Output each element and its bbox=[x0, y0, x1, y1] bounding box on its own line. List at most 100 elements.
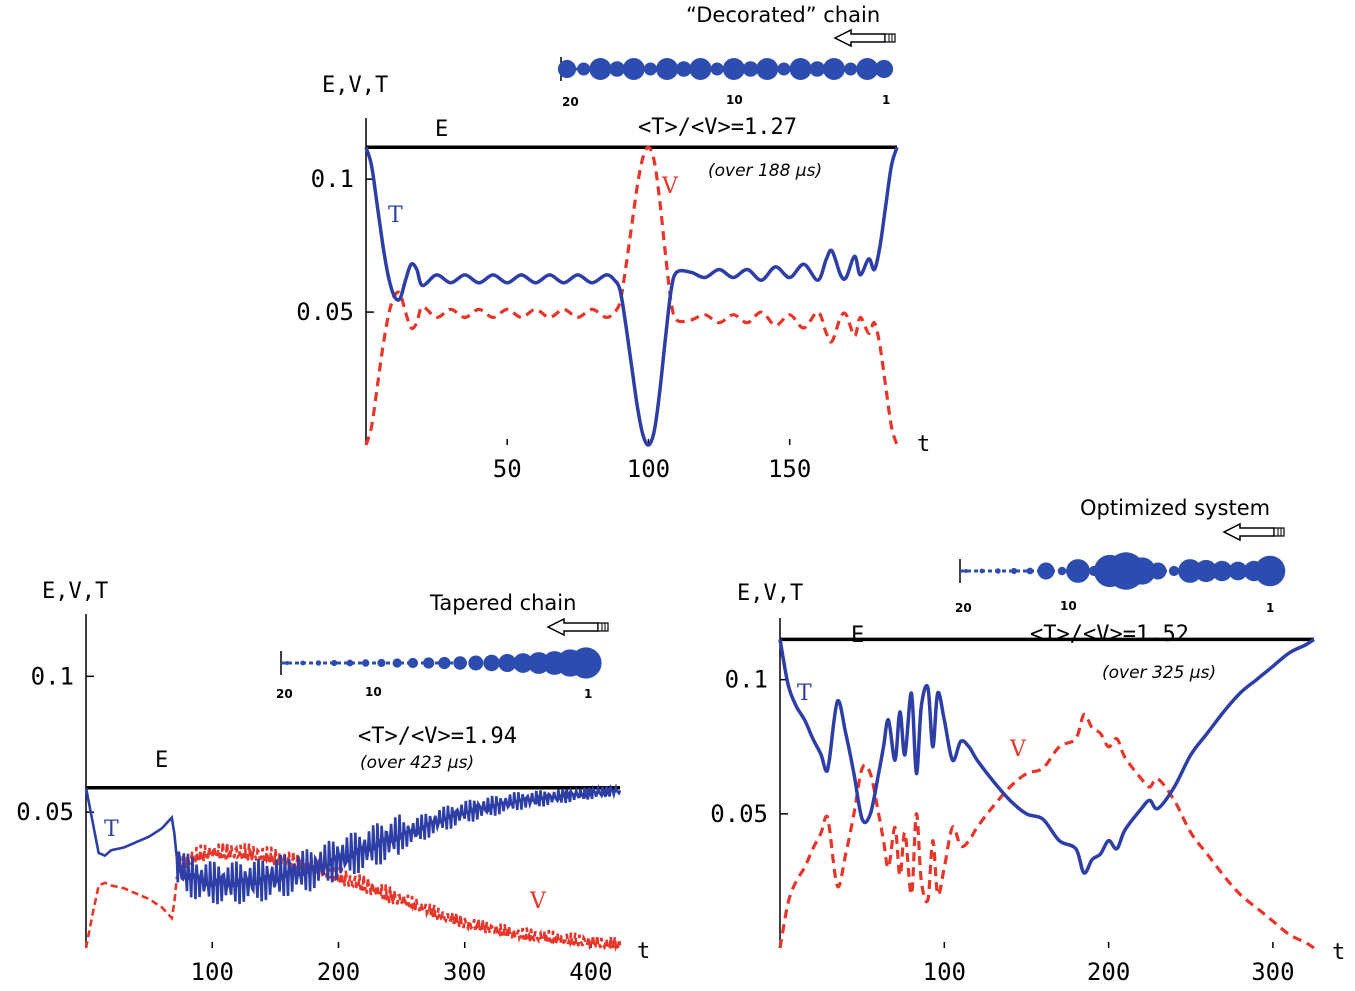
chain-bead bbox=[656, 58, 679, 80]
x-ticks: 100 200 300 bbox=[923, 942, 1295, 986]
chain-bead bbox=[407, 657, 418, 669]
x-tick-label: 200 bbox=[317, 958, 360, 986]
t-series-label: T bbox=[104, 817, 119, 842]
chain-bead bbox=[498, 654, 517, 672]
chain-bead bbox=[844, 62, 858, 76]
chain-bead bbox=[1194, 559, 1218, 583]
chain-bead bbox=[1010, 567, 1018, 575]
e-label: E bbox=[435, 117, 448, 142]
chain-number-1: 1 bbox=[1266, 601, 1274, 615]
duration-text: (over 423 μs) bbox=[360, 753, 474, 773]
series-line-T bbox=[84, 783, 622, 905]
chain-bead bbox=[609, 61, 625, 77]
x-tick-label: 300 bbox=[443, 958, 486, 986]
chain-bead bbox=[570, 647, 602, 679]
chain-bead bbox=[622, 58, 645, 80]
chain-bead bbox=[1168, 565, 1180, 577]
x-axis-label: t bbox=[637, 939, 650, 964]
chain-bead bbox=[1128, 557, 1156, 585]
y-tick-label: 0.05 bbox=[710, 800, 768, 828]
chain-bead bbox=[1066, 559, 1090, 583]
panel-decorated-chain: “Decorated” chain 20 10 1 E,V,T t E <T>/… bbox=[296, 3, 930, 483]
ratio-text: <T>/<V>=1.94 bbox=[358, 724, 517, 749]
chain-number-20: 20 bbox=[276, 687, 293, 701]
chain-bead bbox=[742, 61, 759, 77]
y-axis-label: E,V,T bbox=[42, 579, 108, 604]
x-tick-label: 100 bbox=[923, 958, 966, 986]
y-tick-label: 0.1 bbox=[725, 666, 768, 694]
chain-title: “Decorated” chain bbox=[686, 3, 880, 27]
x-ticks: 50 100 150 bbox=[493, 439, 811, 483]
chain-number-1: 1 bbox=[584, 687, 592, 701]
chain-bead bbox=[577, 62, 591, 76]
series-line-T bbox=[364, 146, 899, 447]
e-label: E bbox=[155, 748, 168, 773]
chain-bead bbox=[438, 656, 451, 670]
chain-bead bbox=[1178, 559, 1202, 583]
y-tick-label: 0.05 bbox=[16, 798, 74, 826]
x-axis-label: t bbox=[1332, 940, 1345, 965]
series-line-V bbox=[84, 842, 622, 953]
ratio-text: <T>/<V>=1.52 bbox=[1030, 622, 1189, 647]
y-tick-label: 0.05 bbox=[296, 298, 354, 326]
duration-text: (over 188 μs) bbox=[708, 161, 822, 181]
arrow-icon bbox=[1222, 522, 1285, 542]
chain-bead bbox=[285, 661, 289, 665]
panel-optimized-system: Optimized system 20 10 1 E,V,T t E <T>/<… bbox=[710, 496, 1345, 986]
chain-bead bbox=[377, 658, 386, 668]
chain-bead bbox=[979, 568, 985, 574]
chain-number-20: 20 bbox=[562, 95, 579, 109]
chain-number-10: 10 bbox=[365, 685, 382, 699]
arrow-icon bbox=[833, 28, 896, 48]
chain-bead bbox=[423, 657, 435, 669]
chain-title: Optimized system bbox=[1080, 496, 1270, 520]
chain-bead bbox=[789, 58, 812, 80]
chain-bead bbox=[643, 62, 657, 76]
chain-bead bbox=[589, 58, 612, 80]
chain-bead bbox=[392, 658, 402, 668]
chain-bead bbox=[1026, 567, 1034, 575]
x-tick-label: 100 bbox=[191, 958, 234, 986]
chain-bead bbox=[856, 58, 879, 80]
chain-bead bbox=[1228, 561, 1248, 581]
chain-bead bbox=[964, 569, 968, 573]
chain-bead bbox=[756, 58, 779, 80]
e-label: E bbox=[851, 623, 864, 648]
chain-bead bbox=[315, 660, 322, 666]
chain-bead bbox=[822, 58, 845, 80]
y-tick-label: 0.1 bbox=[311, 165, 354, 193]
chain-bead bbox=[513, 653, 533, 673]
chain-bead bbox=[346, 659, 354, 667]
chain-diagram bbox=[557, 57, 894, 81]
chain-bead bbox=[1254, 555, 1286, 587]
v-series-label: V bbox=[1009, 737, 1027, 762]
y-axis-label: E,V,T bbox=[737, 581, 803, 606]
chain-diagram bbox=[280, 647, 602, 679]
chain-bead bbox=[995, 568, 1001, 574]
chain-bead bbox=[1211, 560, 1233, 582]
chain-bead bbox=[874, 59, 894, 79]
v-series-label: V bbox=[661, 174, 679, 199]
chain-diagram bbox=[959, 552, 1286, 590]
chain-number-10: 10 bbox=[1060, 599, 1077, 613]
x-axis-label: t bbox=[917, 432, 930, 457]
chain-bead bbox=[468, 655, 484, 671]
duration-text: (over 325 μs) bbox=[1102, 663, 1216, 683]
chain-bead bbox=[689, 58, 712, 80]
chain-bead bbox=[361, 659, 370, 667]
arrow-icon bbox=[546, 617, 609, 637]
x-tick-label: 50 bbox=[493, 455, 522, 483]
y-tick-label: 0.1 bbox=[31, 662, 74, 690]
t-series-label: T bbox=[797, 681, 812, 706]
y-axis-label: E,V,T bbox=[322, 73, 388, 98]
chain-number-20: 20 bbox=[955, 601, 972, 615]
x-tick-label: 300 bbox=[1251, 958, 1294, 986]
ratio-text: <T>/<V>=1.27 bbox=[638, 115, 797, 140]
x-tick-label: 400 bbox=[569, 958, 612, 986]
v-series-label: V bbox=[529, 889, 547, 914]
chain-bead bbox=[300, 660, 306, 666]
series-line-T bbox=[778, 637, 1315, 875]
y-ticks: 0.1 0.05 bbox=[710, 666, 788, 828]
panel-tapered-chain: Tapered chain 20 10 1 E,V,T t E <T>/<V>=… bbox=[16, 579, 650, 986]
chain-bead bbox=[453, 656, 467, 670]
